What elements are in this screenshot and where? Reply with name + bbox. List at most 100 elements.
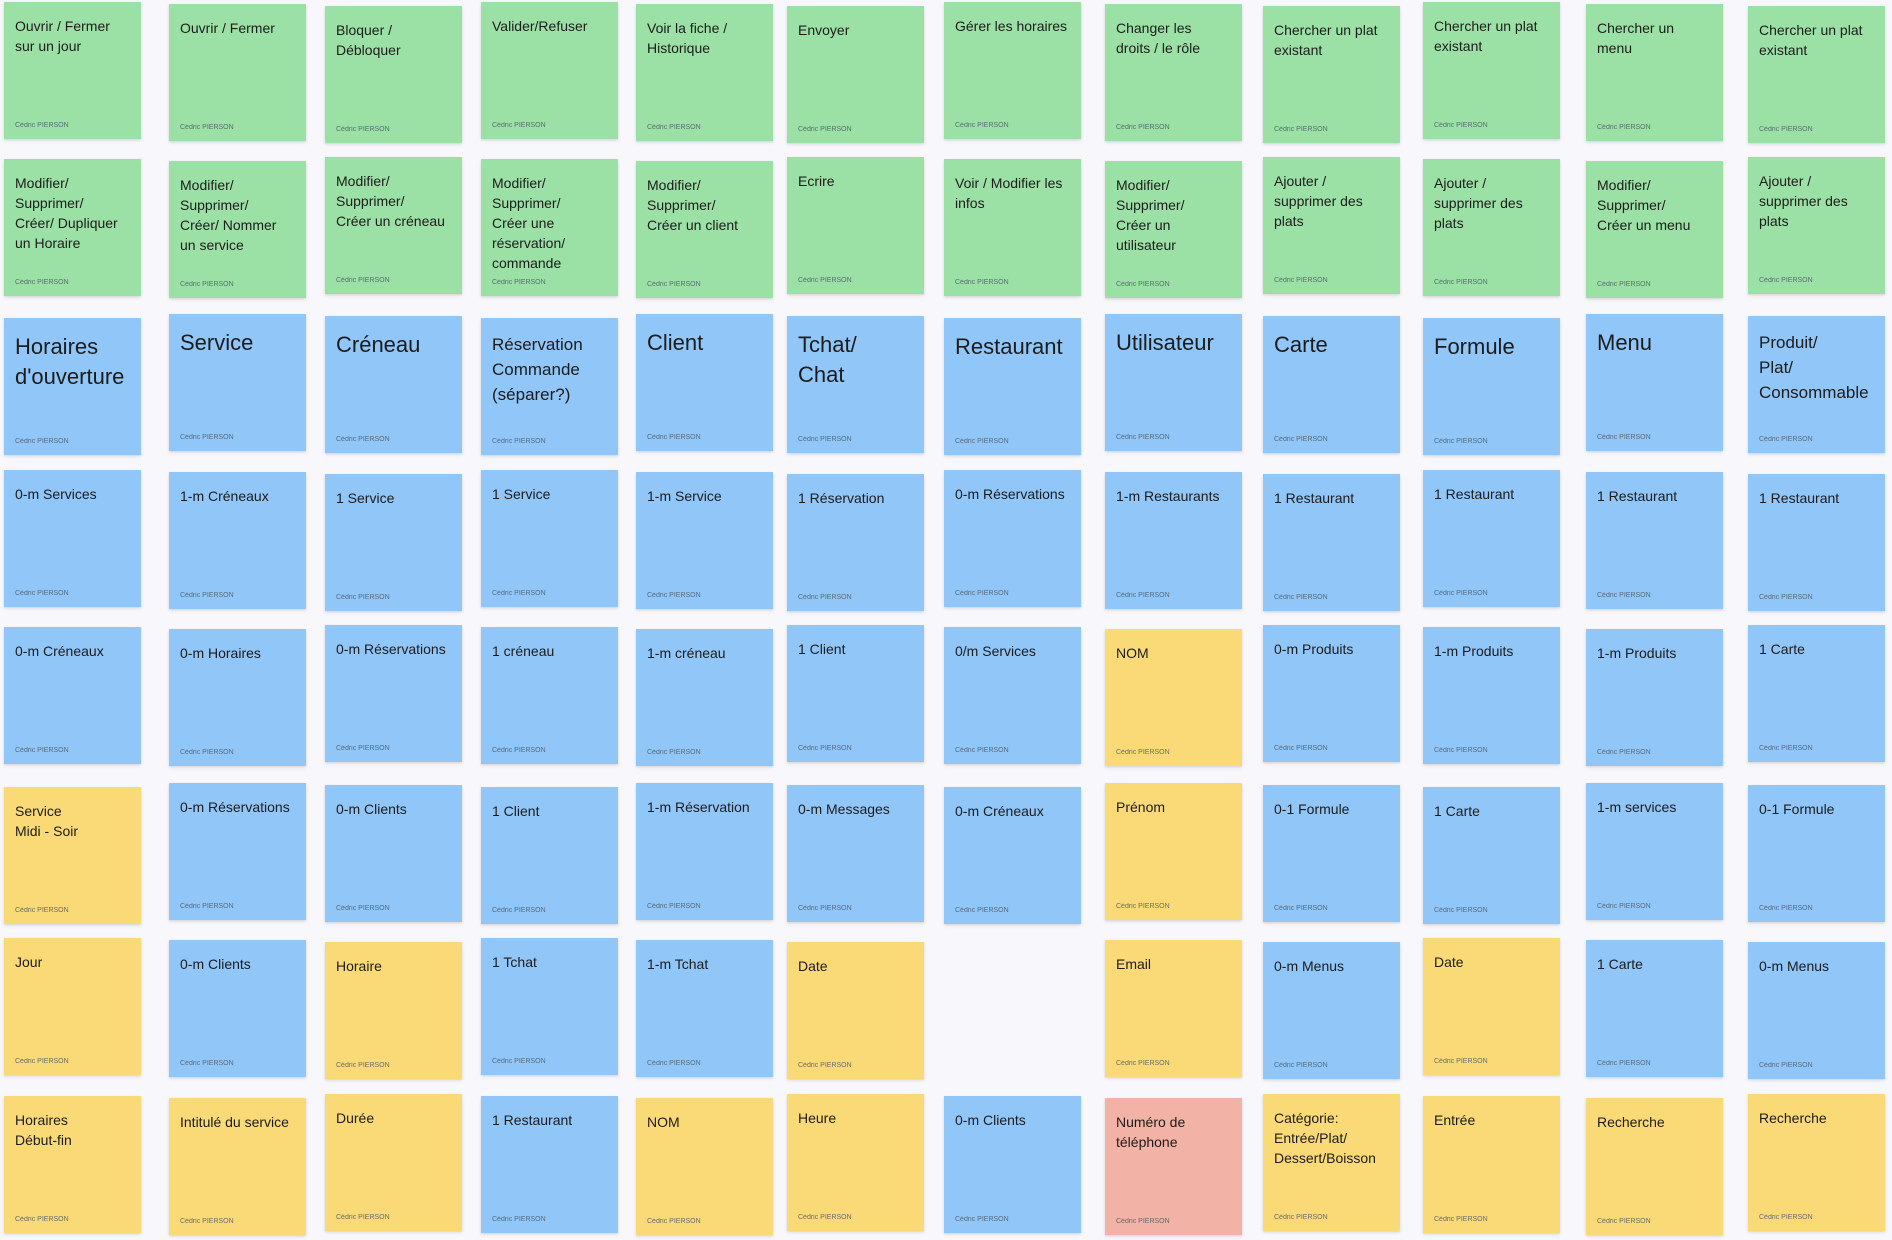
sticky-note-green[interactable]: Bloquer / Débloquer Cédric PIERSON xyxy=(325,6,462,143)
sticky-note-blue[interactable]: 1-m Produits Cédric PIERSON xyxy=(1423,627,1560,764)
sticky-note-green[interactable]: Chercher un plat existant Cédric PIERSON xyxy=(1423,2,1560,139)
sticky-note-blue[interactable]: 1 Carte Cédric PIERSON xyxy=(1586,940,1723,1077)
sticky-note-blue[interactable]: 0/m Services Cédric PIERSON xyxy=(944,627,1081,764)
sticky-note-green[interactable]: Gérer les horaires Cédric PIERSON xyxy=(944,2,1081,139)
entity-title-note[interactable]: Utilisateur Cédric PIERSON xyxy=(1105,314,1242,451)
sticky-note-yellow[interactable]: NOM Cédric PIERSON xyxy=(1105,629,1242,766)
sticky-note-blue[interactable]: 0-1 Formule Cédric PIERSON xyxy=(1263,785,1400,922)
sticky-note-blue[interactable]: 1 Restaurant Cédric PIERSON xyxy=(1423,470,1560,607)
sticky-note-blue[interactable]: 1-m Produits Cédric PIERSON xyxy=(1586,629,1723,766)
entity-title-note[interactable]: Produit/ Plat/ Consommable Cédric PIERSON xyxy=(1748,316,1885,453)
sticky-note-blue[interactable]: 1-m Service Cédric PIERSON xyxy=(636,472,773,609)
sticky-note-blue[interactable]: 1-m Créneaux Cédric PIERSON xyxy=(169,472,306,609)
sticky-note-blue[interactable]: 0-m Clients Cédric PIERSON xyxy=(169,940,306,1077)
sticky-note-blue[interactable]: 0-m Messages Cédric PIERSON xyxy=(787,785,924,922)
sticky-note-blue[interactable]: 0-m Services Cédric PIERSON xyxy=(4,470,141,607)
sticky-note-green[interactable]: Modifier/ Supprimer/ Créer/ Dupliquer un… xyxy=(4,159,141,296)
sticky-note-green[interactable]: Ecrire Cédric PIERSON xyxy=(787,157,924,294)
sticky-note-yellow[interactable]: Service Midi - Soir Cédric PIERSON xyxy=(4,787,141,924)
sticky-note-blue[interactable]: 1 Carte Cédric PIERSON xyxy=(1748,625,1885,762)
sticky-note-yellow[interactable]: Recherche Cédric PIERSON xyxy=(1586,1098,1723,1235)
sticky-note-blue[interactable]: 1 Carte Cédric PIERSON xyxy=(1423,787,1560,924)
sticky-note-green[interactable]: Modifier/ Supprimer/ Créer un créneau Céd… xyxy=(325,157,462,294)
sticky-note-yellow[interactable]: Date Cédric PIERSON xyxy=(787,942,924,1079)
sticky-note-blue[interactable]: 0-m Produits Cédric PIERSON xyxy=(1263,625,1400,762)
sticky-note-blue[interactable]: 1-m Tchat Cédric PIERSON xyxy=(636,940,773,1077)
sticky-note-green[interactable]: Ajouter / supprimer des plats Cédric PIER… xyxy=(1423,159,1560,296)
sticky-note-text: Modifier/ Supprimer/ Créer un client xyxy=(647,175,762,235)
sticky-note-yellow[interactable]: Entrée Cédric PIERSON xyxy=(1423,1096,1560,1233)
sticky-note-blue[interactable]: 0-m Réservations Cédric PIERSON xyxy=(325,625,462,762)
sticky-note-blue[interactable]: 0-m Menus Cédric PIERSON xyxy=(1263,942,1400,1079)
sticky-note-green[interactable]: Ajouter / supprimer des plats Cédric PIER… xyxy=(1748,157,1885,294)
sticky-note-author: Cédric PIERSON xyxy=(1759,1214,1813,1221)
sticky-note-blue[interactable]: 1-m créneau Cédric PIERSON xyxy=(636,629,773,766)
sticky-note-blue[interactable]: 0-1 Formule Cédric PIERSON xyxy=(1748,785,1885,922)
sticky-note-green[interactable]: Ajouter / supprimer des plats Cédric PIER… xyxy=(1263,157,1400,294)
sticky-note-blue[interactable]: 1-m Restaurants Cédric PIERSON xyxy=(1105,472,1242,609)
sticky-note-blue[interactable]: 1 Réservation Cédric PIERSON xyxy=(787,474,924,611)
sticky-note-green[interactable]: Chercher un menu Cédric PIERSON xyxy=(1586,4,1723,141)
sticky-note-yellow[interactable]: Durée Cédric PIERSON xyxy=(325,1094,462,1231)
sticky-note-author: Cédric PIERSON xyxy=(798,905,852,912)
sticky-note-green[interactable]: Modifier/ Supprimer/ Créer un utilisateu… xyxy=(1105,161,1242,298)
sticky-note-blue[interactable]: 0-m Réservations Cédric PIERSON xyxy=(169,783,306,920)
sticky-note-blue[interactable]: 0-m Réservations Cédric PIERSON xyxy=(944,470,1081,607)
sticky-note-author: Cédric PIERSON xyxy=(180,1060,234,1067)
sticky-note-green[interactable]: Voir la fiche / Historique Cédric PIERSON xyxy=(636,4,773,141)
sticky-note-yellow[interactable]: NOM Cédric PIERSON xyxy=(636,1098,773,1235)
sticky-note-green[interactable]: Modifier/ Supprimer/ Créer une réservati… xyxy=(481,159,618,296)
sticky-note-blue[interactable]: 0-m Clients Cédric PIERSON xyxy=(325,785,462,922)
sticky-note-green[interactable]: Voir / Modifier les infos Cédric PIERSON xyxy=(944,159,1081,296)
sticky-note-yellow[interactable]: Horaires Début-fin Cédric PIERSON xyxy=(4,1096,141,1233)
entity-title-note[interactable]: Client Cédric PIERSON xyxy=(636,314,773,451)
sticky-note-yellow[interactable]: Email Cédric PIERSON xyxy=(1105,940,1242,1077)
sticky-note-blue[interactable]: 0-m Clients Cédric PIERSON xyxy=(944,1096,1081,1233)
sticky-note-green[interactable]: Modifier/ Supprimer/ Créer un client Cédr… xyxy=(636,161,773,298)
sticky-note-green[interactable]: Chercher un plat existant Cédric PIERSON xyxy=(1748,6,1885,143)
sticky-note-author: Cédric PIERSON xyxy=(336,1214,390,1221)
entity-title-note[interactable]: Carte Cédric PIERSON xyxy=(1263,316,1400,453)
sticky-note-green[interactable]: Changer les droits / le rôle Cédric PIERS… xyxy=(1105,4,1242,141)
sticky-note-blue[interactable]: 1 Restaurant Cédric PIERSON xyxy=(1586,472,1723,609)
sticky-note-yellow[interactable]: Horaire Cédric PIERSON xyxy=(325,942,462,1079)
sticky-note-yellow[interactable]: Intitulé du service Cédric PIERSON xyxy=(169,1098,306,1235)
sticky-note-blue[interactable]: 0-m Horaires Cédric PIERSON xyxy=(169,629,306,766)
entity-title-note[interactable]: Menu Cédric PIERSON xyxy=(1586,314,1723,451)
entity-title-note[interactable]: Réservation Commande (séparer?) Cédric PI… xyxy=(481,318,618,455)
entity-title-note[interactable]: Restaurant Cédric PIERSON xyxy=(944,318,1081,455)
sticky-note-blue[interactable]: 0-m Créneaux Cédric PIERSON xyxy=(4,627,141,764)
sticky-note-yellow[interactable]: Prénom Cédric PIERSON xyxy=(1105,783,1242,920)
sticky-note-green[interactable]: Modifier/ Supprimer/ Créer/ Nommer un se… xyxy=(169,161,306,298)
sticky-note-blue[interactable]: 1 Tchat Cédric PIERSON xyxy=(481,938,618,1075)
sticky-note-green[interactable]: Ouvrir / Fermer Cédric PIERSON xyxy=(169,4,306,141)
sticky-note-blue[interactable]: 1 Service Cédric PIERSON xyxy=(325,474,462,611)
sticky-note-blue[interactable]: 0-m Menus Cédric PIERSON xyxy=(1748,942,1885,1079)
sticky-note-green[interactable]: Ouvrir / Fermer sur un jour Cédric PIERSO… xyxy=(4,2,141,139)
sticky-note-blue[interactable]: 1-m services Cédric PIERSON xyxy=(1586,783,1723,920)
entity-title-note[interactable]: Créneau Cédric PIERSON xyxy=(325,316,462,453)
sticky-note-yellow[interactable]: Heure Cédric PIERSON xyxy=(787,1094,924,1231)
sticky-note-yellow[interactable]: Jour Cédric PIERSON xyxy=(4,938,141,1075)
entity-title-note[interactable]: Service Cédric PIERSON xyxy=(169,314,306,451)
sticky-note-green[interactable]: Valider/Refuser Cédric PIERSON xyxy=(481,2,618,139)
sticky-note-red[interactable]: Numéro de téléphone Cédric PIERSON xyxy=(1105,1098,1242,1235)
sticky-note-blue[interactable]: 1 Restaurant Cédric PIERSON xyxy=(481,1096,618,1233)
entity-title-note[interactable]: Formule Cédric PIERSON xyxy=(1423,318,1560,455)
sticky-note-green[interactable]: Envoyer Cédric PIERSON xyxy=(787,6,924,143)
sticky-note-green[interactable]: Chercher un plat existant Cédric PIERSON xyxy=(1263,6,1400,143)
sticky-note-blue[interactable]: 1 créneau Cédric PIERSON xyxy=(481,627,618,764)
sticky-note-blue[interactable]: 1 Restaurant Cédric PIERSON xyxy=(1263,474,1400,611)
sticky-note-blue[interactable]: 1-m Réservation Cédric PIERSON xyxy=(636,783,773,920)
sticky-note-yellow[interactable]: Recherche Cédric PIERSON xyxy=(1748,1094,1885,1231)
sticky-note-yellow[interactable]: Catégorie: Entrée/Plat/ Dessert/Boisson C… xyxy=(1263,1094,1400,1231)
sticky-note-blue[interactable]: 1 Client Cédric PIERSON xyxy=(481,787,618,924)
entity-title-note[interactable]: Horaires d'ouverture Cédric PIERSON xyxy=(4,318,141,455)
sticky-note-blue[interactable]: 1 Restaurant Cédric PIERSON xyxy=(1748,474,1885,611)
sticky-note-blue[interactable]: 0-m Créneaux Cédric PIERSON xyxy=(944,787,1081,924)
sticky-note-blue[interactable]: 1 Client Cédric PIERSON xyxy=(787,625,924,762)
entity-title-note[interactable]: Tchat/ Chat Cédric PIERSON xyxy=(787,316,924,453)
sticky-note-yellow[interactable]: Date Cédric PIERSON xyxy=(1423,938,1560,1075)
sticky-note-green[interactable]: Modifier/ Supprimer/ Créer un menu Cédric… xyxy=(1586,161,1723,298)
sticky-note-blue[interactable]: 1 Service Cédric PIERSON xyxy=(481,470,618,607)
